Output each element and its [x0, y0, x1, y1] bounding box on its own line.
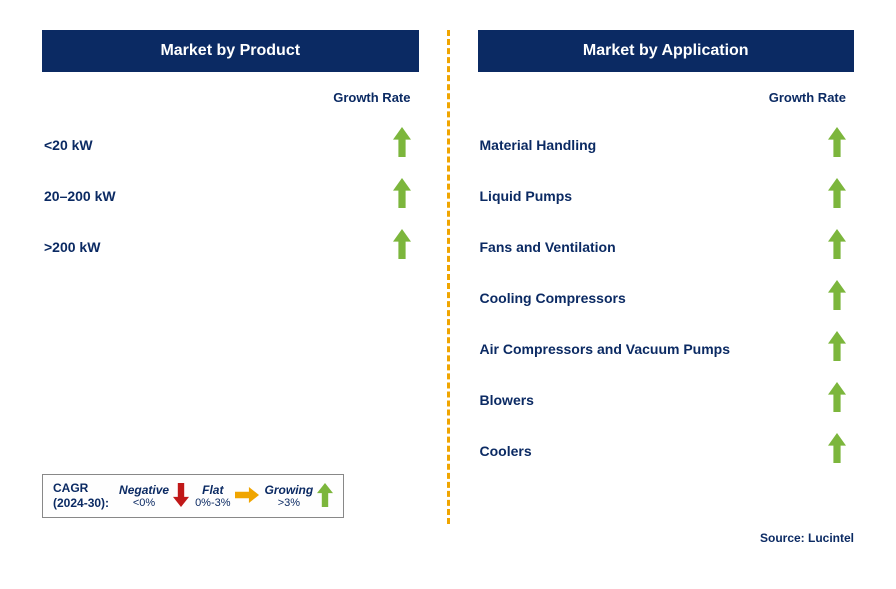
legend-item: Negative<0% [119, 483, 189, 510]
legend-item-label: Negative [119, 483, 169, 497]
row-arrow [828, 382, 846, 417]
arrow-up-icon [393, 127, 411, 157]
row-label: Cooling Compressors [480, 290, 634, 306]
legend-item-arrow [235, 487, 259, 506]
row-arrow [393, 229, 411, 264]
legend-items: Negative<0% Flat0%-3% Growing>3% [119, 483, 333, 510]
right-rows: Material Handling Liquid Pumps Fans and Ve… [478, 119, 855, 476]
legend-item: Flat0%-3% [195, 483, 258, 509]
legend-item-label: Flat [202, 483, 223, 497]
left-rows: <20 kW 20–200 kW >200 kW [42, 119, 419, 272]
row-label: >200 kW [44, 239, 108, 255]
legend-item-text: Negative<0% [119, 483, 169, 509]
data-row: Material Handling [478, 119, 855, 170]
legend-item-text: Flat0%-3% [195, 483, 230, 509]
arrow-up-icon [828, 178, 846, 208]
data-row: Air Compressors and Vacuum Pumps [478, 323, 855, 374]
data-row: Fans and Ventilation [478, 221, 855, 272]
row-label: <20 kW [44, 137, 101, 153]
arrow-flat-icon [235, 487, 259, 503]
arrow-up-icon [828, 331, 846, 361]
data-row: Liquid Pumps [478, 170, 855, 221]
row-label: Material Handling [480, 137, 605, 153]
arrow-up-icon [828, 229, 846, 259]
row-arrow [828, 331, 846, 366]
arrow-up-icon [828, 382, 846, 412]
source-text: Source: Lucintel [760, 531, 854, 545]
left-column: Market by Product Growth Rate <20 kW 20–2… [42, 30, 447, 524]
data-row: Cooling Compressors [478, 272, 855, 323]
right-column: Market by Application Growth Rate Materi… [450, 30, 855, 524]
arrow-up-icon [828, 280, 846, 310]
data-row: Coolers [478, 425, 855, 476]
row-label: Coolers [480, 443, 540, 459]
data-row: 20–200 kW [42, 170, 419, 221]
row-arrow [393, 127, 411, 162]
legend-box: CAGR (2024-30): Negative<0% Flat0%-3% Grow… [42, 474, 344, 518]
row-label: Air Compressors and Vacuum Pumps [480, 341, 739, 357]
arrow-up-icon [828, 433, 846, 463]
legend-item: Growing>3% [265, 483, 334, 510]
legend-item-text: Growing>3% [265, 483, 314, 509]
legend-item-range: 0%-3% [195, 497, 230, 509]
row-arrow [828, 229, 846, 264]
arrow-down-icon [173, 483, 189, 507]
arrow-up-icon [317, 483, 333, 507]
legend-item-label: Growing [265, 483, 314, 497]
data-row: <20 kW [42, 119, 419, 170]
columns-container: Market by Product Growth Rate <20 kW 20–2… [42, 30, 854, 524]
arrow-up-icon [828, 127, 846, 157]
row-label: Fans and Ventilation [480, 239, 624, 255]
left-growth-label: Growth Rate [42, 90, 419, 105]
row-arrow [393, 178, 411, 213]
row-label: Liquid Pumps [480, 188, 581, 204]
row-label: Blowers [480, 392, 542, 408]
legend-item-range: <0% [133, 497, 155, 509]
left-header: Market by Product [42, 30, 419, 72]
right-header: Market by Application [478, 30, 855, 72]
legend-item-arrow [173, 483, 189, 510]
arrow-up-icon [393, 229, 411, 259]
row-arrow [828, 127, 846, 162]
legend-cagr: CAGR (2024-30): [53, 481, 109, 511]
arrow-up-icon [393, 178, 411, 208]
legend-item-arrow [317, 483, 333, 510]
legend-item-range: >3% [278, 497, 300, 509]
row-arrow [828, 433, 846, 468]
row-arrow [828, 178, 846, 213]
right-growth-label: Growth Rate [478, 90, 855, 105]
data-row: Blowers [478, 374, 855, 425]
legend-cagr-line2: (2024-30): [53, 496, 109, 511]
legend-cagr-line1: CAGR [53, 481, 109, 496]
row-label: 20–200 kW [44, 188, 124, 204]
data-row: >200 kW [42, 221, 419, 272]
row-arrow [828, 280, 846, 315]
